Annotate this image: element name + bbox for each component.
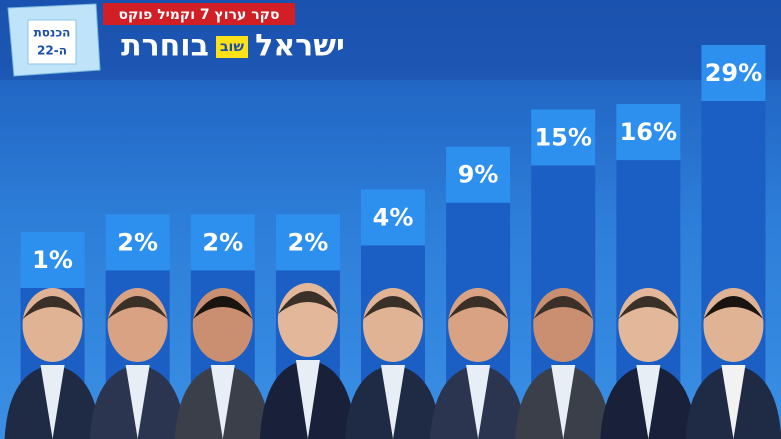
- value-label-box: [531, 109, 596, 166]
- logo-highlight: [216, 36, 248, 58]
- ballot-label: [27, 19, 77, 65]
- value-label: 16%: [620, 118, 677, 146]
- portrait-hair: [22, 296, 83, 319]
- portrait: [89, 288, 186, 439]
- value-label-box: [361, 189, 425, 246]
- portrait: [345, 288, 441, 439]
- value-label: 4%: [373, 203, 414, 231]
- value-label-box: [20, 232, 85, 288]
- portrait-shirt: [381, 365, 405, 439]
- ballot-text: הכנסת: [34, 26, 71, 40]
- portrait-shirt: [125, 365, 150, 439]
- portrait-shirt: [636, 365, 661, 439]
- portrait-shirt: [551, 365, 576, 439]
- value-label-box: [616, 104, 681, 161]
- value-label-box: [701, 45, 766, 101]
- portrait-hair: [277, 291, 338, 314]
- value-label: 2%: [202, 228, 243, 256]
- value-label: 1%: [32, 246, 73, 274]
- portrait: [174, 288, 271, 439]
- portrait: [4, 288, 101, 439]
- portrait-hair: [192, 296, 253, 319]
- value-label-box: [190, 214, 255, 271]
- banner-text: סקר ערוץ 7 וקמיל פוקס: [118, 7, 279, 23]
- portrait-hair: [363, 296, 423, 319]
- value-label: 15%: [534, 123, 591, 151]
- portrait-shirt: [210, 365, 235, 439]
- value-label: 29%: [705, 59, 762, 87]
- portrait-hair: [448, 296, 509, 319]
- value-label: 2%: [117, 228, 158, 256]
- ballot-box: הכנסת ה-22: [7, 3, 101, 77]
- portrait: [600, 288, 697, 439]
- logo-word: בוחרת: [121, 29, 209, 64]
- banner: [103, 3, 295, 25]
- portrait-hair: [533, 296, 594, 319]
- logo-word: שוב: [220, 39, 244, 55]
- portrait-hair: [703, 296, 764, 319]
- value-label: 9%: [458, 161, 499, 189]
- value-label-box: [275, 214, 340, 271]
- portrait: [515, 288, 612, 439]
- portrait: [259, 283, 356, 439]
- logo-word: ישראל: [255, 29, 345, 64]
- portrait: [685, 288, 781, 439]
- portrait-shirt: [721, 365, 746, 439]
- value-label: 2%: [288, 228, 329, 256]
- portrait: [430, 288, 527, 439]
- ballot-text: ה-22: [37, 44, 67, 58]
- portrait-shirt: [295, 360, 320, 439]
- portrait-hair: [107, 296, 168, 319]
- value-label-box: [446, 146, 511, 203]
- portrait-shirt: [40, 365, 65, 439]
- portrait-hair: [618, 296, 679, 319]
- value-label-box: [105, 214, 170, 271]
- portrait-shirt: [466, 365, 491, 439]
